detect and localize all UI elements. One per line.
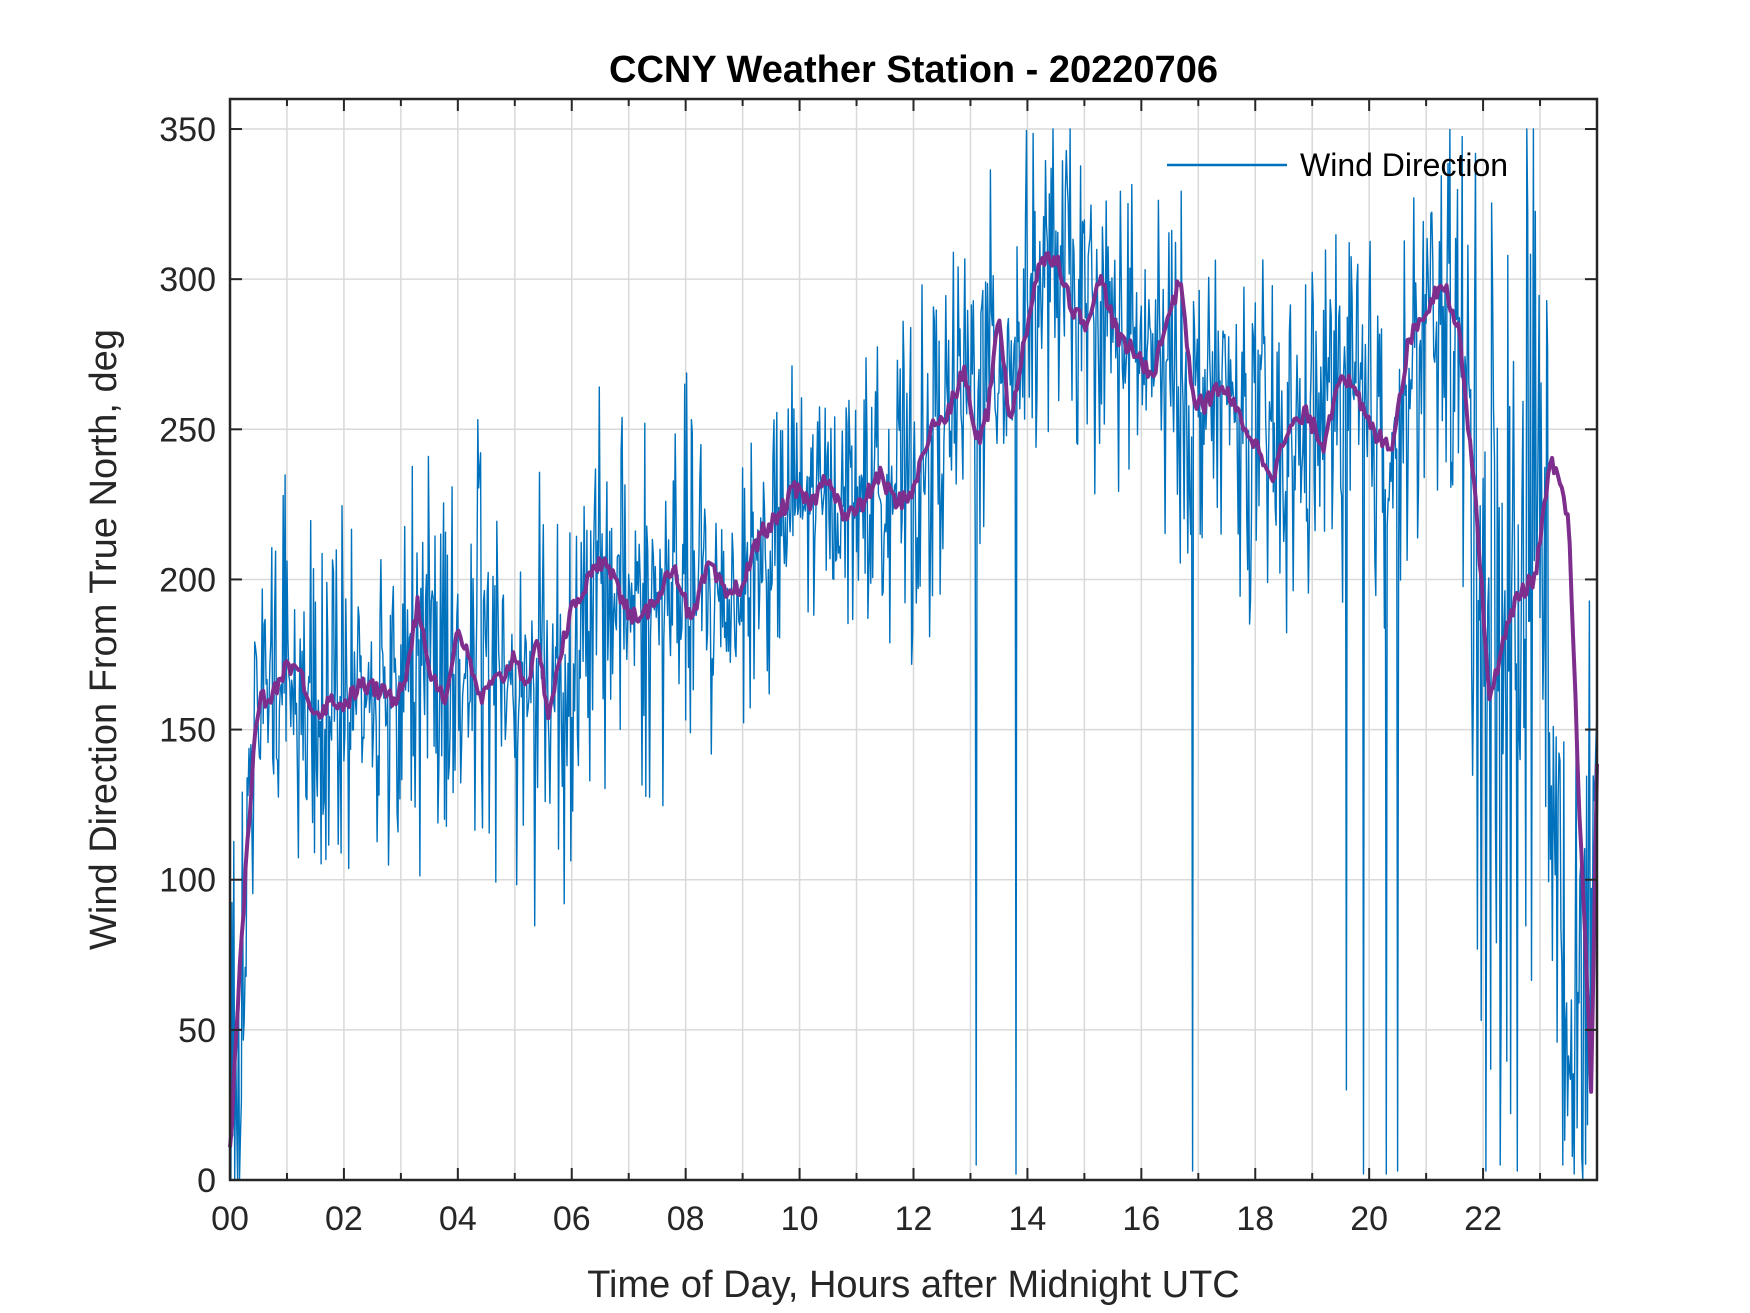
series-line-wind-direction [229,128,1598,1181]
x-tick-label: 20 [1350,1200,1388,1238]
x-tick-label: 12 [895,1200,933,1238]
plot-series [228,128,1599,1181]
x-tick-label: 10 [781,1200,819,1238]
axis-ticks: 00 02 04 06 08 10 12 14 16 18 20 22 0 50 100 150 200 250 3… [159,99,1598,1238]
x-axis-label: Time of Day, Hours after Midnight UTC [587,1264,1240,1306]
x-tick-label: 02 [325,1200,363,1238]
series-line-running-mean [228,251,1599,1148]
y-tick-label: 200 [159,561,216,599]
chart-title: CCNY Weather Station - 20220706 [609,49,1218,91]
x-tick-label: 14 [1009,1200,1047,1238]
y-tick-label: 0 [197,1162,216,1200]
y-tick-label: 100 [159,862,216,900]
y-tick-label: 250 [159,411,216,449]
x-tick-label: 16 [1122,1200,1160,1238]
y-tick-label: 350 [159,111,216,149]
x-tick-label: 08 [667,1200,705,1238]
x-tick-label: 06 [553,1200,591,1238]
y-tick-label: 300 [159,261,216,299]
x-tick-label: 22 [1464,1200,1502,1238]
x-tick-label: 04 [439,1200,477,1238]
x-tick-label: 18 [1236,1200,1274,1238]
y-tick-label: 50 [178,1012,216,1050]
x-tick-label: 00 [211,1200,249,1238]
y-axis-label: Wind Direction From True North, deg [83,329,125,950]
legend-entry-label: Wind Direction [1300,147,1508,183]
y-tick-label: 150 [159,712,216,750]
legend: Wind Direction [1167,147,1508,183]
